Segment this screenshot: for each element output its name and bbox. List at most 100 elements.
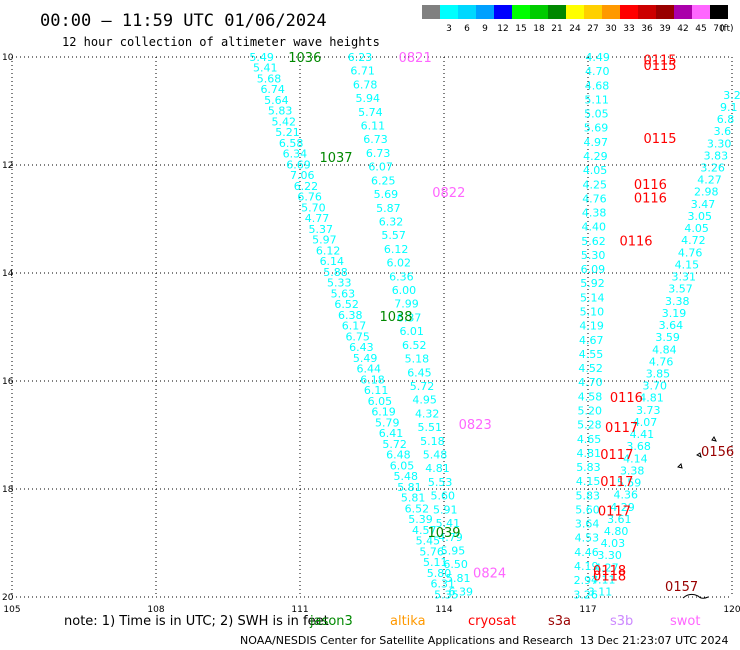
- colorbar-tick-label: 6: [464, 24, 470, 34]
- wave-height-value: 5.60: [430, 490, 455, 503]
- wave-height-value: 3.38: [665, 295, 690, 308]
- wave-height-value: 6.39: [449, 586, 474, 599]
- wave-height-value: 3.85: [646, 367, 671, 380]
- wave-height-value: 3.26: [700, 162, 725, 175]
- wave-height-value: 3.31: [671, 271, 696, 284]
- wave-height-value: 5.88: [323, 266, 348, 279]
- wave-height-value: 4.11: [591, 573, 616, 586]
- wave-height-value: 5.97: [312, 234, 337, 247]
- wave-height-value: 5.94: [356, 92, 381, 105]
- wave-height-value: 4.97: [583, 136, 608, 149]
- wave-height-value: 5.83: [268, 105, 293, 118]
- wave-height-value: 3.59: [655, 331, 680, 344]
- x-tick-label: 114: [435, 605, 452, 615]
- wave-height-value: 5.76: [419, 545, 444, 558]
- wave-height-value: 6.52: [402, 339, 427, 352]
- wave-height-value: 4.29: [583, 150, 608, 163]
- satellite-legend-s3b: s3b: [610, 614, 633, 629]
- wave-height-value: 5.81: [397, 481, 422, 494]
- colorbar-tick-label: 42: [677, 24, 688, 34]
- wave-height-value: 5.48: [393, 470, 418, 483]
- wave-height-value: 5.33: [327, 277, 352, 290]
- satellite-legend-cryosat: cryosat: [468, 614, 516, 629]
- wave-height-value: 4.07: [633, 416, 658, 429]
- wave-height-value: 3.2: [723, 89, 740, 102]
- pass-time-label: 0157: [665, 580, 698, 595]
- wave-height-value: 6.43: [349, 341, 374, 354]
- colorbar: 3 6 9 12 15 18 21 24 27 30 33 36 39 42 45 70(ft): [422, 5, 734, 34]
- wave-height-value: 4.84: [652, 343, 677, 356]
- wave-height-value: 5.11: [423, 556, 448, 569]
- pass-time-label: 0116: [634, 191, 667, 206]
- colorbar-tick-label: 33: [623, 24, 634, 34]
- wave-height-value: 3.68: [626, 440, 651, 453]
- pass-time-label: 1037: [319, 151, 352, 166]
- wave-height-value: 4.19: [579, 320, 604, 333]
- wave-height-value: 5.05: [584, 108, 609, 121]
- pass-time-label: 0118: [593, 564, 626, 579]
- footer-note: note: 1) Time is in UTC; 2) SWH is in fe…: [64, 614, 329, 629]
- wave-height-value: 4.65: [577, 433, 602, 446]
- colorbar-tick-label: 45: [695, 24, 706, 34]
- wave-height-value: 3.70: [642, 380, 667, 393]
- wave-height-value: 4.27: [594, 561, 619, 574]
- wave-height-value: 5.83: [576, 461, 601, 474]
- wave-height-value: 5.59: [617, 477, 642, 490]
- wave-height-value: 5.68: [257, 72, 282, 85]
- wave-height-value: 5.80: [427, 567, 452, 580]
- pass-time-label: 0117: [600, 475, 633, 490]
- colorbar-tick-label: 12: [497, 24, 508, 34]
- wave-height-value: 6.05: [368, 395, 393, 408]
- coastline: [677, 436, 717, 599]
- wave-height-value: 6.32: [379, 215, 404, 228]
- header: 00:00 – 11:59 UTC 01/06/2024 12 hour col…: [40, 11, 380, 49]
- wave-height-value: 7.99: [394, 298, 419, 311]
- wave-height-value: 5.72: [410, 380, 435, 393]
- wave-height-value: 5.21: [275, 126, 300, 139]
- wave-height-value: 6.41: [379, 427, 404, 440]
- wave-height-value: 4.70: [585, 65, 610, 78]
- wave-height-value: 3.38: [620, 464, 645, 477]
- wave-height-value: 6.02: [387, 257, 412, 270]
- wave-height-value: 6.00: [392, 284, 417, 297]
- wave-height-value: 3.6: [714, 125, 732, 138]
- wave-height-value: 6.22: [294, 180, 319, 193]
- wave-height-value: 5.69: [374, 188, 399, 201]
- colorbar-tick-label: 21: [551, 24, 562, 34]
- wave-height-value: 6.38: [338, 309, 363, 322]
- wave-height-value: 5.57: [381, 229, 406, 242]
- x-tick-label: 108: [147, 605, 164, 615]
- colorbar-tick-label: 9: [482, 24, 488, 34]
- colorbar-swatch: [458, 5, 476, 19]
- colorbar-tick-label: 27: [587, 24, 598, 34]
- wave-height-value: 5.63: [331, 287, 356, 300]
- colorbar-swatch: [512, 5, 530, 19]
- pass-time-label: 1036: [288, 51, 321, 66]
- wave-height-value: 4.19: [574, 560, 599, 573]
- island-path: [677, 463, 683, 469]
- wave-height-value: 6.31: [430, 578, 455, 591]
- wave-height-value: 5.42: [272, 115, 297, 128]
- wave-height-value: 3.83: [704, 149, 729, 162]
- wave-height-value: 4.05: [684, 222, 709, 235]
- wave-height-value: 4.81: [425, 462, 450, 475]
- grid: [11, 56, 733, 598]
- wave-height-value: 5.45: [416, 535, 441, 548]
- x-tick-label: 120: [723, 605, 740, 615]
- wave-height-value: 5.49: [353, 352, 378, 365]
- wave-height-value: 5.91: [433, 503, 458, 516]
- y-tick-label: 20: [2, 593, 14, 603]
- wave-height-value: 4.76: [649, 355, 674, 368]
- pass-time-label: 0115: [643, 54, 676, 69]
- wave-height-value: 3.26: [573, 588, 598, 601]
- colorbar-unit: (ft): [720, 24, 734, 34]
- chart-subtitle: 12 hour collection of altimeter wave hei…: [62, 35, 380, 49]
- wave-height-value: 4.46: [574, 546, 599, 559]
- wave-height-value: 4.49: [585, 51, 610, 64]
- colorbar-swatch: [710, 5, 728, 19]
- colorbar-swatch: [602, 5, 620, 19]
- wave-height-value: 5.81: [401, 492, 426, 505]
- wave-height-value: 3.64: [659, 319, 684, 332]
- wave-height-value: 5.95: [441, 544, 466, 557]
- wave-height-value: 4.76: [582, 192, 607, 205]
